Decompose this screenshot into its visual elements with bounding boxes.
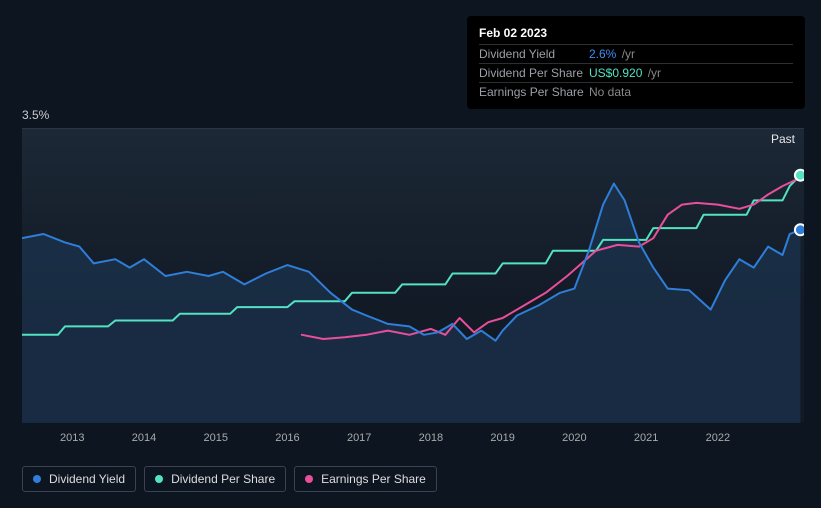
chart-plot-area[interactable] [22,128,804,422]
dividend-yield-area [22,184,800,423]
legend-item-dividend-per-share[interactable]: Dividend Per Share [144,466,286,492]
legend-item-label: Earnings Per Share [321,472,426,486]
legend-dot-icon [33,475,41,483]
x-axis-tick-label: 2019 [490,432,514,444]
x-axis-tick-label: 2016 [275,432,299,444]
tooltip-row-unit: /yr [644,66,661,80]
tooltip-row: Dividend Per ShareUS$0.920 /yr [479,63,793,82]
legend: Dividend Yield Dividend Per Share Earnings… [22,466,437,492]
y-axis-max-label: 3.5% [22,108,49,122]
legend-item-earnings-per-share[interactable]: Earnings Per Share [294,466,437,492]
legend-item-dividend-yield[interactable]: Dividend Yield [22,466,136,492]
legend-item-label: Dividend Yield [49,472,125,486]
tooltip-row-label: Dividend Per Share [479,66,589,80]
x-axis-tick-label: 2020 [562,432,586,444]
tooltip-row-label: Dividend Yield [479,47,589,61]
tooltip: Feb 02 2023 Dividend Yield2.6% /yrDivide… [467,16,805,109]
legend-item-label: Dividend Per Share [171,472,275,486]
legend-dot-icon [305,475,313,483]
x-axis-tick-label: 2015 [203,432,227,444]
x-axis: 2013 2014 2015 2016 2017 2018 2019 2020 2021 2022… [22,432,804,448]
tooltip-date: Feb 02 2023 [479,24,793,44]
x-axis-tick-label: 2018 [419,432,443,444]
chart-svg [22,129,804,423]
x-axis-tick-label: 2022 [706,432,730,444]
tooltip-row-label: Earnings Per Share [479,85,589,99]
tooltip-row-value: 2.6% /yr [589,47,635,61]
legend-dot-icon [155,475,163,483]
x-axis-tick-label: 2014 [132,432,156,444]
dividend-yield-end-marker [795,224,804,235]
tooltip-row: Dividend Yield2.6% /yr [479,44,793,63]
tooltip-row-unit: /yr [618,47,635,61]
x-axis-tick-label: 2021 [634,432,658,444]
dividend-per-share-end-marker [795,170,804,181]
x-axis-tick-label: 2013 [60,432,84,444]
x-axis-tick-label: 2017 [347,432,371,444]
past-label: Past [771,132,795,146]
tooltip-row: Earnings Per ShareNo data [479,82,793,101]
tooltip-row-value: No data [589,85,631,99]
tooltip-row-value: US$0.920 /yr [589,66,661,80]
